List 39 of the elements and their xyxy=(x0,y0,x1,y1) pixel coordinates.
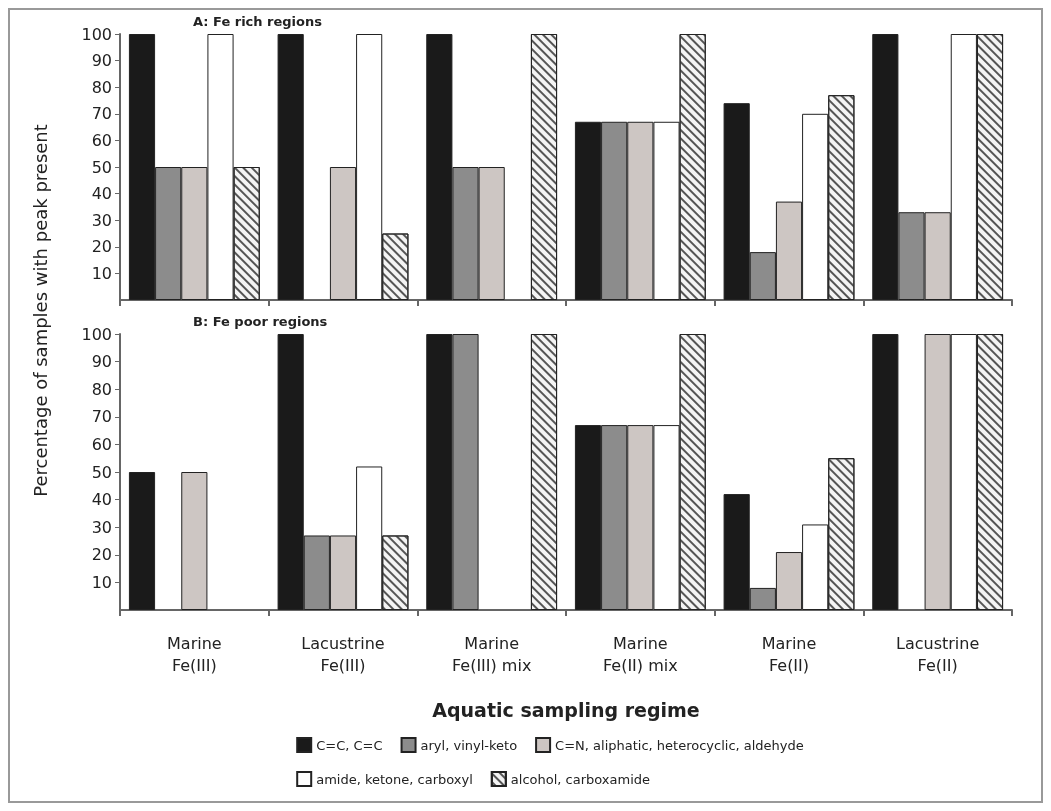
y-tick-label: 100 xyxy=(81,324,112,344)
y-tick-label: 40 xyxy=(91,184,112,204)
y-tick-label: 30 xyxy=(91,517,112,537)
y-tick-label: 70 xyxy=(91,407,112,427)
y-tick-label: 60 xyxy=(91,130,112,150)
y-tick-label: 20 xyxy=(91,545,112,565)
legend-label: aryl, vinyl-keto xyxy=(420,737,518,753)
y-tick-label: 20 xyxy=(91,237,112,257)
chart-title: A: Fe rich regions xyxy=(193,14,323,29)
bar xyxy=(277,34,304,300)
y-tick-label: 80 xyxy=(91,379,112,399)
y-tick-label: 80 xyxy=(91,77,112,97)
bar xyxy=(128,472,156,610)
y-tick-label: 50 xyxy=(91,157,112,177)
x-tick-label: Marine Fe(II) xyxy=(761,633,817,675)
x-tick-label: Marine Fe(III) xyxy=(167,633,222,675)
x-tick-label: Marine Fe(II) mix xyxy=(602,633,678,675)
y-tick-label: 40 xyxy=(91,490,112,510)
legend-label: alcohol, carboxamide xyxy=(510,771,651,787)
x-tick-label: Lacustrine Fe(II) xyxy=(896,633,980,675)
y-tick-label: 10 xyxy=(91,572,112,592)
x-tick-label: Lacustrine Fe(III) xyxy=(301,633,385,675)
x-tick-label: Marine Fe(III) mix xyxy=(451,633,532,675)
y-tick-label: 30 xyxy=(91,210,112,230)
y-tick-label: 70 xyxy=(91,104,112,124)
y-tick-label: 10 xyxy=(91,263,112,283)
bar xyxy=(181,472,208,610)
bar xyxy=(872,334,899,610)
y-tick-label: 60 xyxy=(91,434,112,454)
x-axis-title: Aquatic sampling regime xyxy=(432,698,700,721)
legend-label: C=C, C=C xyxy=(316,737,383,753)
y-tick-label: 90 xyxy=(91,51,112,71)
y-axis-title: Percentage of samples with peak present xyxy=(29,123,51,497)
y-tick-label: 90 xyxy=(91,352,112,372)
y-tick-label: 50 xyxy=(91,462,112,482)
chart-title: B: Fe poor regions xyxy=(193,314,328,329)
legend-label: C=N, aliphatic, heterocyclic, aldehyde xyxy=(555,737,804,753)
y-tick-label: 100 xyxy=(81,24,112,44)
legend-label: amide, ketone, carboxyl xyxy=(316,771,473,787)
